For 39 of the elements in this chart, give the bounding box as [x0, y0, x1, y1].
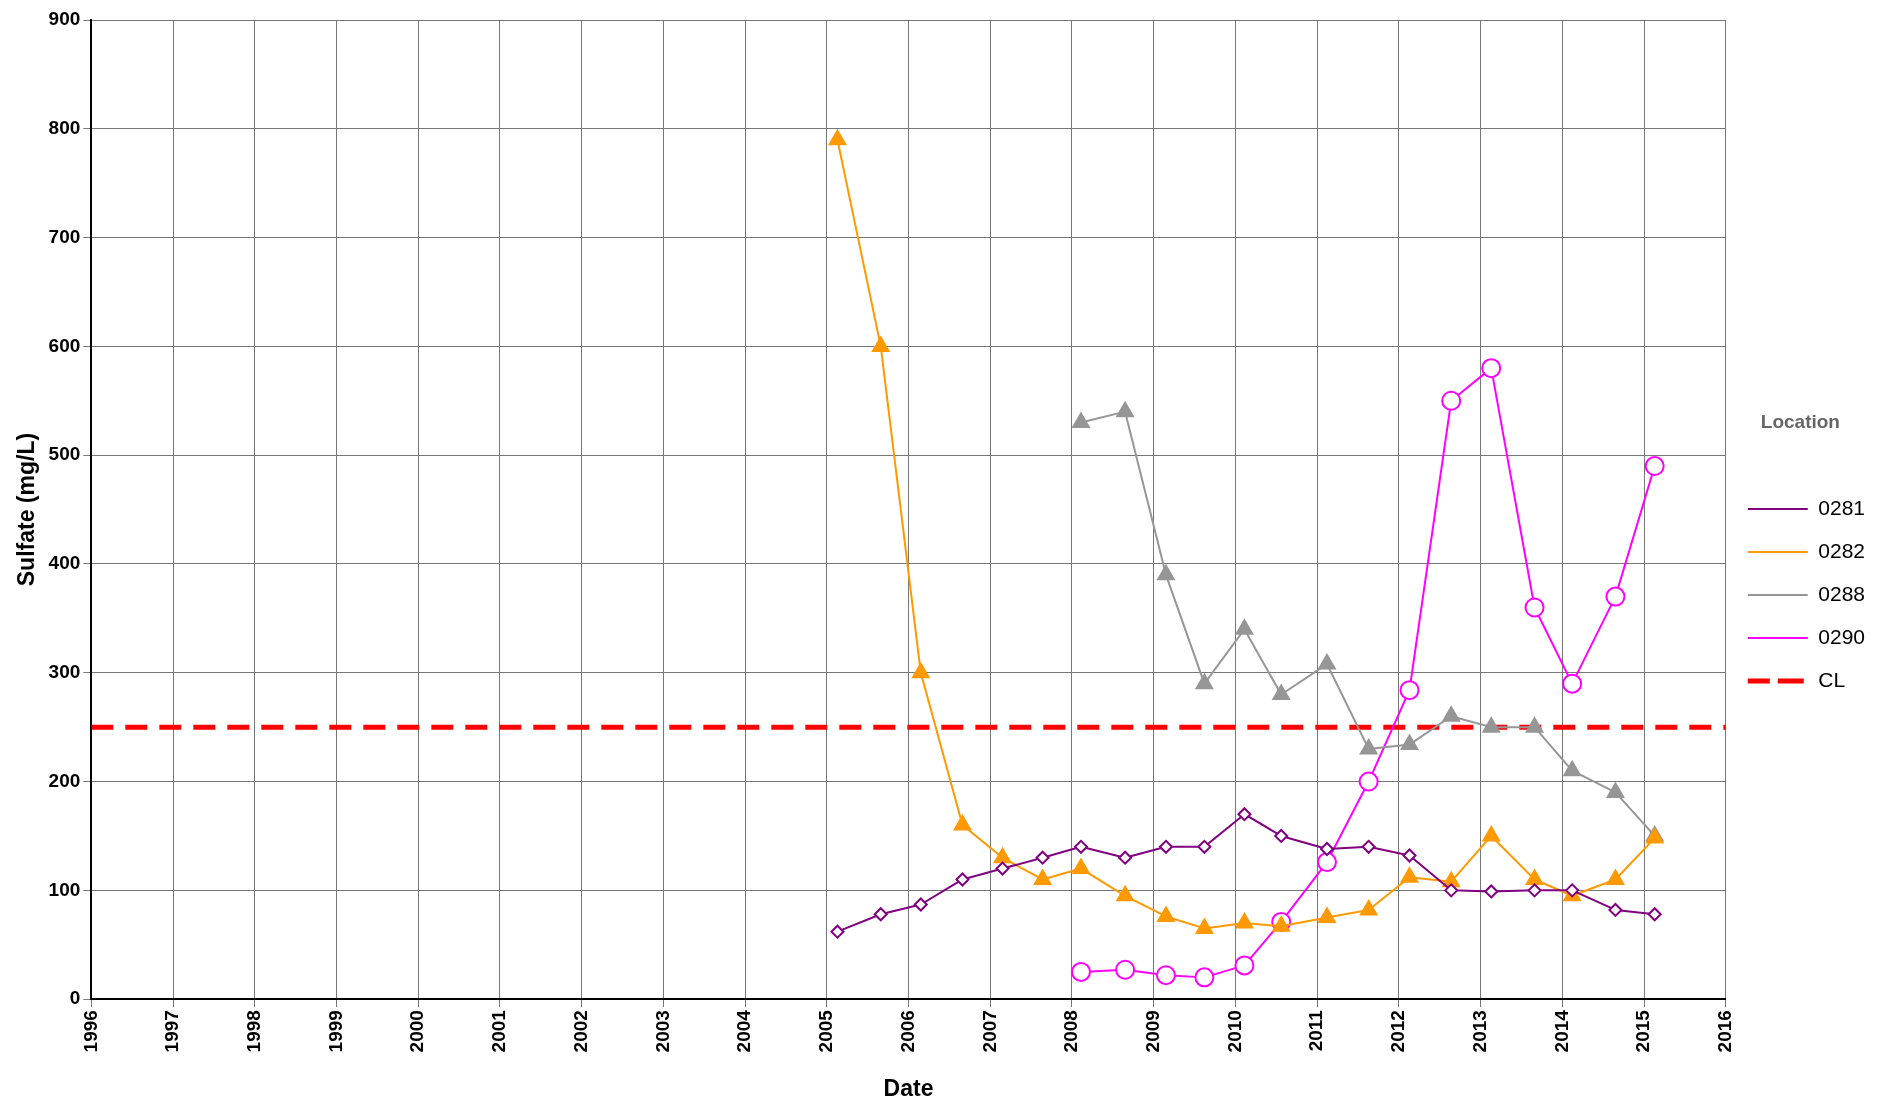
x-tick-label: 2001	[488, 1009, 510, 1053]
x-tick-label: 2010	[1223, 1010, 1245, 1053]
x-tick-label: 2009	[1141, 1010, 1163, 1053]
x-tick-label: 2006	[896, 1010, 918, 1053]
y-tick-label: 100	[48, 878, 81, 900]
y-axis-title: Sulfate (mg/L)	[13, 432, 40, 587]
x-tick-label: 1998	[242, 1010, 264, 1053]
x-tick-label: 2014	[1550, 1009, 1572, 1053]
legend-label: 0281	[1818, 495, 1865, 519]
y-tick-label: 300	[48, 660, 81, 682]
x-tick-label: 2011	[1305, 1009, 1327, 1052]
legend-label: 0290	[1818, 624, 1865, 648]
x-axis-title: Date	[883, 1074, 934, 1101]
y-tick-label: 600	[48, 334, 81, 356]
y-tick-label: 800	[48, 117, 81, 139]
x-tick-label: 1996	[79, 1010, 101, 1053]
legend-label: 0288	[1818, 581, 1865, 605]
x-tick-label: 2007	[978, 1010, 1000, 1053]
x-tick-label: 1999	[324, 1010, 346, 1053]
x-tick-label: 2003	[651, 1010, 673, 1053]
y-tick-label: 700	[48, 225, 81, 247]
x-tick-label: 2005	[815, 1009, 837, 1053]
x-tick-label: 2012	[1387, 1010, 1409, 1053]
x-tick-label: 2016	[1714, 1010, 1736, 1053]
y-tick-label: 0	[69, 987, 81, 1009]
x-tick-label: 2013	[1468, 1010, 1490, 1053]
y-tick-label: 900	[48, 8, 81, 30]
y-tick-label: 200	[48, 769, 81, 791]
legend-title: Location	[1760, 411, 1840, 433]
legend-label: CL	[1818, 667, 1846, 691]
x-tick-label: 2002	[569, 1010, 591, 1053]
x-tick-label: 2004	[733, 1009, 755, 1053]
y-tick-label: 400	[48, 552, 81, 574]
y-tick-label: 500	[48, 443, 81, 465]
x-tick-label: 2000	[406, 1010, 428, 1053]
x-tick-label: 2015	[1632, 1009, 1654, 1053]
x-tick-label: 1997	[161, 1010, 183, 1053]
x-tick-label: 2008	[1060, 1010, 1082, 1053]
legend-label: 0282	[1818, 538, 1865, 562]
